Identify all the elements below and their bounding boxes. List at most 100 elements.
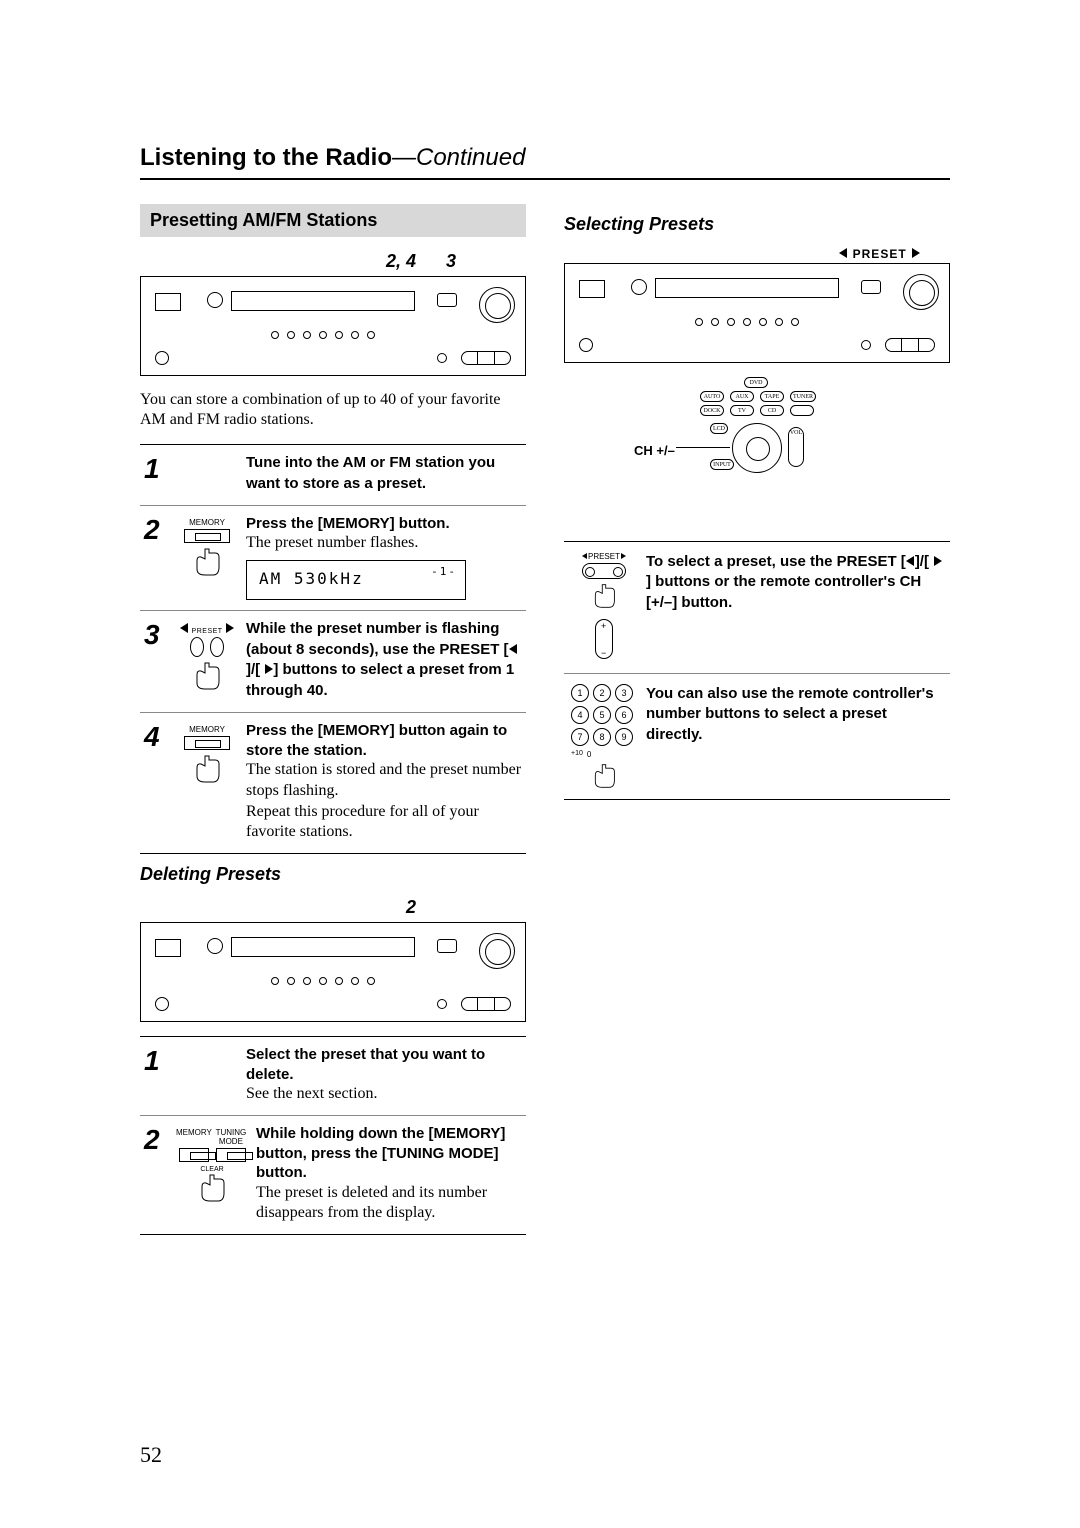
memory-button-icon: MEMORY [176,721,238,843]
step-number: 4 [144,721,168,843]
step-2-bold: Press the [MEMORY] button. [246,514,522,534]
receiver-diagram-3 [564,263,950,363]
remote-btn: TAPE [760,391,784,402]
step-icon-empty [176,453,238,495]
select-1-bold-c: ] buttons or the remote controller's CH … [646,573,921,610]
selecting-presets-title: Selecting Presets [564,214,950,235]
step-4-body: The station is stored and the preset num… [246,760,522,843]
remote-pad [732,423,782,473]
delete-2-bold: While holding down the [MEMORY] button, … [256,1124,522,1183]
step-number: 2 [144,1124,168,1224]
deleting-presets-title: Deleting Presets [140,864,526,885]
intro-paragraph: You can store a combination of up to 40 … [140,390,526,430]
delete-step-1: 1 Select the preset that you want to del… [140,1037,526,1116]
keypad-4: 4 [571,706,589,724]
remote-btn: INPUT [710,459,734,470]
keypad-1: 1 [571,684,589,702]
remote-btn: DVD [744,377,768,388]
delete-step-2: 2 MEMORY TUNING MODE CLEAR [140,1116,526,1234]
delete-2-body: The preset is deleted and its number dis… [256,1183,522,1225]
lcd-display: AM 530kHz -1- [246,560,466,600]
select-row-1: PRESET To select a preset, use the PRESE… [564,542,950,674]
remote-vol: VOL [788,427,804,467]
title-main: Listening to the Radio [140,144,392,171]
number-keypad-icon: 1 2 3 4 5 6 7 8 9 +10 0 [568,684,640,789]
remote-btn: LCD [710,423,728,434]
keypad-7: 7 [571,728,589,746]
hand-icon [187,661,227,691]
lcd-indicator: -1- [431,565,457,579]
step-3-bold-a: While the preset number is flashing (abo… [246,620,509,658]
step-2-body: The preset number flashes. [246,533,522,554]
remote-btn: AUX [730,391,754,402]
page-number: 52 [140,1442,162,1468]
keypad-6: 6 [615,706,633,724]
remote-btn [790,405,814,416]
select-row-2: 1 2 3 4 5 6 7 8 9 +10 0 [564,674,950,799]
icon-label-tuning: TUNING MODE [214,1128,248,1146]
callout-1: 2, 4 [386,251,416,272]
memory-tuning-icon: MEMORY TUNING MODE CLEAR [176,1124,248,1224]
right-arrow-icon [264,664,273,674]
presetting-section-title: Presetting AM/FM Stations [140,204,526,237]
preset-callout: PRESET [564,247,950,261]
memory-button-icon: MEMORY [176,514,238,600]
preset-ch-icons: PRESET [568,552,640,663]
step-4-bold: Press the [MEMORY] button again to store… [246,721,522,760]
left-column: Presetting AM/FM Stations 2, 4 3 You can… [140,204,526,1235]
step-1-bold: Tune into the AM or FM station you want … [246,454,495,492]
step-number: 3 [144,619,168,702]
callout-2: 3 [446,251,456,272]
hand-icon [586,583,622,609]
keypad-10: +10 [571,750,583,759]
remote-btn: TUNER [790,391,816,402]
step-number: 1 [144,1045,168,1105]
step-1: 1 Tune into the AM or FM station you wan… [140,445,526,506]
keypad-9: 9 [615,728,633,746]
icon-label: MEMORY [176,725,238,734]
lcd-text: AM 530kHz [259,569,364,590]
remote-btn: AUTO [700,391,724,402]
remote-btn: TV [730,405,754,416]
deleting-steps: 1 Select the preset that you want to del… [140,1036,526,1235]
hand-icon [192,1173,232,1203]
ch-pill-icon [595,619,613,659]
icon-label: PRESET [192,628,223,635]
diagram-callouts-2: 2 [140,897,526,918]
preset-label: PRESET [853,247,907,261]
delete-1-bold: Select the preset that you want to delet… [246,1045,522,1084]
keypad-5: 5 [593,706,611,724]
hand-icon [586,763,622,789]
keypad-2: 2 [593,684,611,702]
step-number: 1 [144,453,168,495]
diagram-callouts: 2, 4 3 [140,251,526,272]
clear-label: CLEAR [176,1166,248,1173]
keypad-8: 8 [593,728,611,746]
right-column: Selecting Presets PRESET CH +/– DVD AUTO… [564,204,950,1235]
keypad-3: 3 [615,684,633,702]
step-icon-empty [176,1045,238,1105]
select-2-bold: You can also use the remote controller's… [646,684,946,789]
page-title: Listening to the Radio—Continued [140,144,950,180]
selecting-steps: PRESET To select a preset, use the PRESE… [564,541,950,800]
step-3-bold-c: ] buttons to select a preset from 1 thro… [246,661,514,699]
callout-delete: 2 [406,897,416,918]
remote-btn: DOCK [700,405,724,416]
remote-btn: CD [760,405,784,416]
receiver-diagram-1 [140,276,526,376]
keypad-0: 0 [587,750,591,759]
preset-button-icon: PRESET [176,619,238,702]
select-1-bold-a: To select a preset, use the PRESET [ [646,553,906,570]
ch-label: CH +/– [634,443,675,458]
presetting-steps: 1 Tune into the AM or FM station you wan… [140,444,526,854]
left-arrow-icon [906,556,915,566]
delete-1-body: See the next section. [246,1084,522,1105]
hand-icon [187,754,227,784]
hand-icon [187,547,227,577]
icon-label: MEMORY [176,518,238,527]
select-1-bold-b: ]/[ [915,553,933,570]
title-continued: —Continued [392,144,525,171]
icon-label-memory: MEMORY [176,1128,212,1146]
step-3: 3 PRESET While the preset number is flas… [140,611,526,713]
step-number: 2 [144,514,168,600]
